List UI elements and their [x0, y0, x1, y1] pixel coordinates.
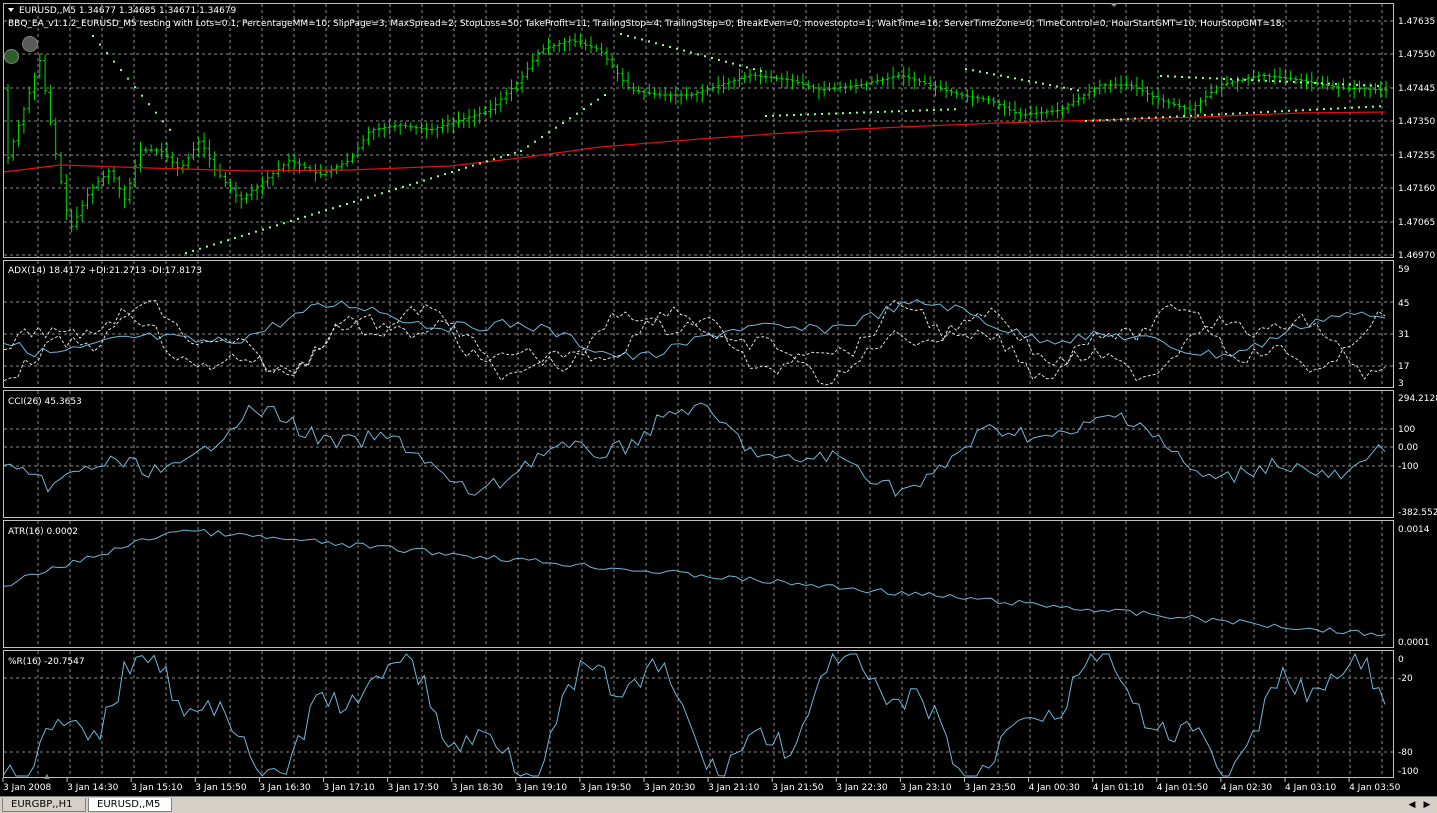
atr-scale: 0.0014 0.0001 [1398, 525, 1430, 648]
horizontal-grid [4, 20, 1393, 753]
time-label: 3 Jan 23:50 [965, 783, 1017, 793]
price-tick: 1.47550 [1398, 50, 1435, 60]
wpr-tick: -100 [1398, 767, 1419, 777]
cci-scale: 294.2128 100 0.00 -100 -382.5525 [1398, 394, 1437, 518]
parabolic-sar-dots [92, 33, 1381, 254]
scroll-left-icon[interactable]: ◀ [1408, 800, 1416, 810]
time-axis: 3 Jan 2008 3 Jan 14:30 3 Jan 15:10 3 Jan 15… [2, 778, 1401, 793]
atr-label: ATR(16) 0.0002 [8, 527, 78, 537]
wpr-tick: -20 [1398, 674, 1413, 684]
time-label: 4 Jan 00:30 [1029, 783, 1081, 793]
cci-tick: -100 [1398, 462, 1419, 472]
tab-eurusd-m5[interactable]: EURUSD,,M5 [88, 798, 172, 812]
adx-tick: 59 [1398, 265, 1410, 275]
price-tick: 1.47160 [1398, 184, 1435, 194]
wpr-scale: 0 -20 -80 -100 [1398, 655, 1419, 777]
price-tick: 1.46970 [1398, 251, 1435, 261]
adx-scale: 59 45 31 17 3 [1398, 265, 1410, 389]
time-label: 3 Jan 22:30 [836, 783, 888, 793]
adx-tick: 45 [1398, 299, 1409, 309]
symbol-header: EURUSD,,M5 1.34677 1.34685 1.34671 1.346… [19, 6, 237, 16]
adx-tick: 17 [1398, 362, 1409, 372]
atr-tick: 0.0001 [1398, 638, 1430, 648]
cci-tick: 294.2128 [1398, 394, 1437, 404]
price-tick: 1.47635 [1398, 17, 1435, 27]
scroll-right-icon[interactable]: ▶ [1423, 800, 1431, 810]
time-label: 3 Jan 19:10 [516, 783, 568, 793]
time-label: 4 Jan 03:10 [1285, 783, 1337, 793]
price-tick: 1.47255 [1398, 151, 1435, 161]
price-tick: 1.47445 [1398, 84, 1435, 94]
time-label: 3 Jan 17:10 [324, 783, 376, 793]
time-label: 3 Jan 2008 [3, 783, 51, 793]
trade-close-icon [22, 36, 38, 52]
time-label: 3 Jan 15:50 [195, 783, 247, 793]
wpr-label: %R(16) -20.7547 [8, 657, 85, 667]
symbol-dropdown-icon[interactable] [8, 8, 14, 12]
time-label: 4 Jan 02:30 [1221, 783, 1273, 793]
atr-tick: 0.0014 [1398, 525, 1430, 535]
wpr-tick: -80 [1398, 748, 1413, 758]
vertical-grid [37, 4, 1383, 777]
pane-borders [3, 3, 1394, 778]
minus-di-line [3, 306, 1386, 386]
time-label: 3 Jan 19:50 [580, 783, 632, 793]
wpr-tick: 0 [1398, 655, 1404, 665]
time-label: 3 Jan 16:30 [259, 783, 311, 793]
plus-di-line [3, 299, 1386, 382]
price-scale: 1.47635 1.47550 1.47445 1.47350 1.47255 … [1398, 17, 1435, 261]
time-label: 4 Jan 01:50 [1157, 783, 1209, 793]
time-label: 4 Jan 01:10 [1093, 783, 1145, 793]
time-label: 3 Jan 14:30 [67, 783, 119, 793]
adx-label: ADX(14) 18.4172 +DI:21.2713 -DI:17.8173 [8, 266, 202, 276]
atr-line [3, 528, 1386, 637]
time-label: 3 Jan 18:30 [452, 783, 504, 793]
cci-tick: 100 [1398, 425, 1415, 435]
ea-label: BBQ_EA_v1.1.2_EURUSD_M5 testing with Lot… [8, 19, 1285, 29]
time-label: 3 Jan 21:10 [708, 783, 760, 793]
shift-marker-icon[interactable] [44, 774, 50, 779]
candlesticks [6, 33, 1388, 233]
time-label: 3 Jan 23:10 [900, 783, 952, 793]
time-label: 3 Jan 15:10 [131, 783, 183, 793]
time-label: 3 Jan 20:30 [644, 783, 696, 793]
time-label: 3 Jan 17:50 [388, 783, 440, 793]
period-separator-marker-icon [1110, 3, 1118, 7]
tab-eurgbp-h1[interactable]: EURGBP,,H1 [2, 798, 86, 812]
adx-line [3, 299, 1386, 361]
chart-tabs-bar: EURGBP,,H1 EURUSD,,M5 ◀ ▶ [0, 796, 1437, 813]
time-label: 4 Jan 03:50 [1349, 783, 1401, 793]
wpr-line [3, 652, 1386, 777]
cci-tick: 0.00 [1398, 443, 1418, 453]
cci-label: CCI(26) 45.3653 [8, 397, 82, 407]
cci-tick: -382.5525 [1398, 508, 1437, 518]
cci-line [3, 402, 1386, 498]
price-tick: 1.47065 [1398, 218, 1435, 228]
adx-tick: 31 [1398, 330, 1409, 340]
time-label: 3 Jan 21:50 [772, 783, 824, 793]
trade-buy-icon [4, 49, 19, 64]
adx-tick: 3 [1398, 379, 1404, 389]
price-tick: 1.47350 [1398, 117, 1435, 127]
